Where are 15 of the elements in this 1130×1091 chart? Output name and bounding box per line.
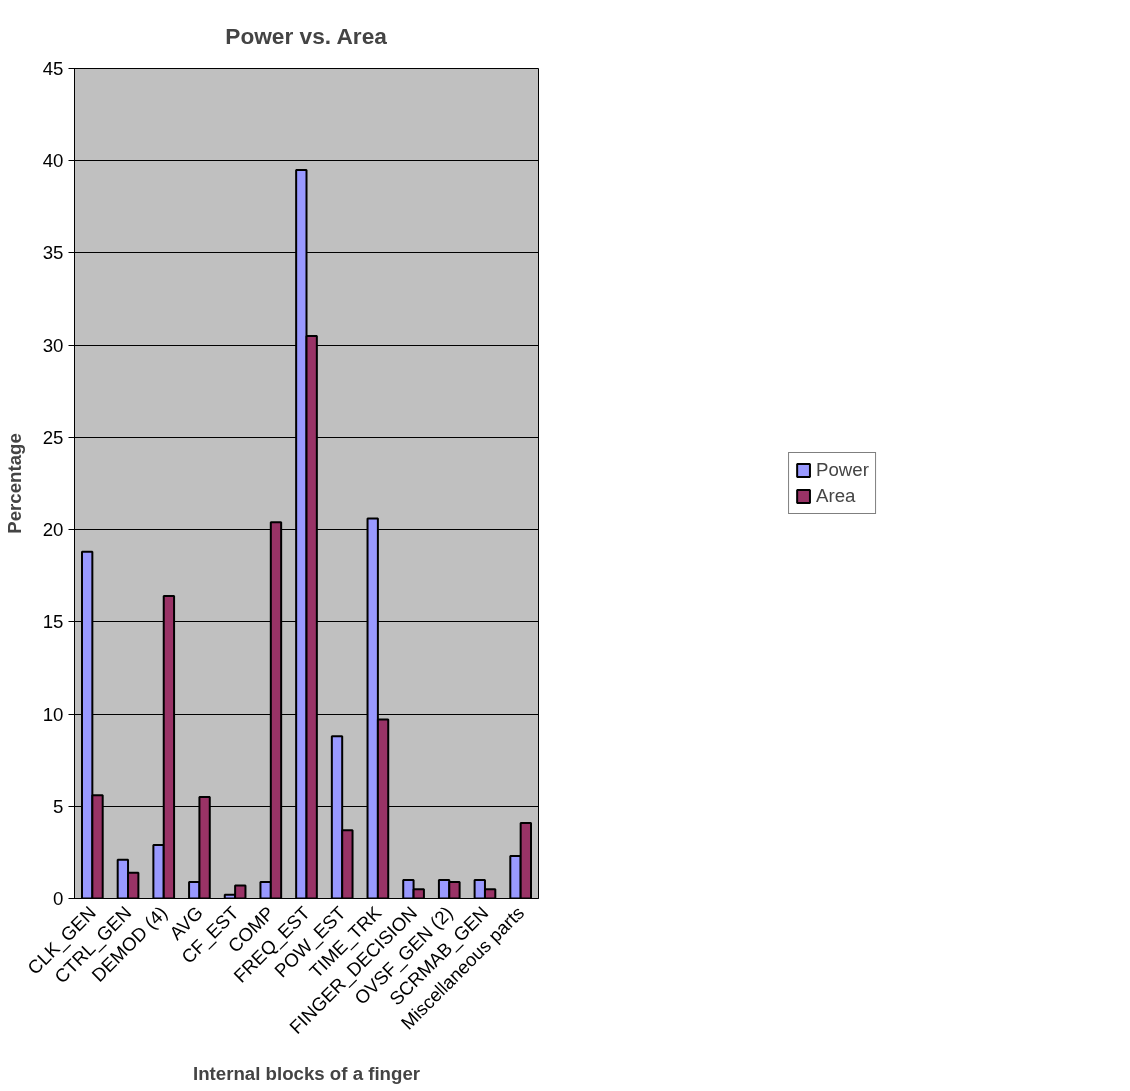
- y-tick-label: 10: [42, 703, 64, 725]
- y-tick-label: 5: [53, 795, 64, 817]
- y-tick-label: 15: [42, 611, 64, 633]
- x-axis-title: Internal blocks of a finger: [192, 1063, 421, 1085]
- y-tick-label: 45: [42, 58, 64, 79]
- y-tick-label: 35: [42, 242, 64, 264]
- y-tick-label: 20: [42, 519, 64, 541]
- y-tick-label: 30: [42, 334, 64, 356]
- y-tick-label: 0: [53, 888, 64, 909]
- legend-label: Power: [816, 459, 869, 481]
- y-axis-title: Percentage: [3, 433, 25, 534]
- y-tick-label: 40: [42, 150, 64, 172]
- legend-label: Area: [816, 485, 856, 507]
- chart-title: Power vs. Area: [225, 22, 388, 49]
- y-tick-label: 25: [42, 426, 64, 448]
